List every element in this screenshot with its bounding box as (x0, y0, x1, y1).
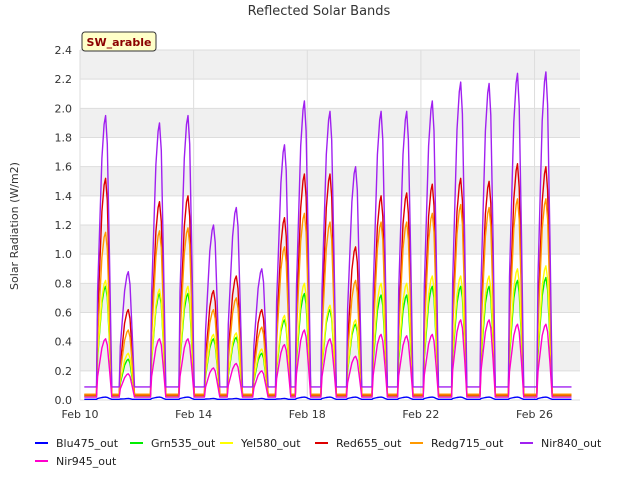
legend-label: Grn535_out (151, 437, 216, 450)
legend-label: Red655_out (336, 437, 402, 450)
x-tick-label: Feb 10 (62, 408, 99, 421)
y-tick-label: 1.4 (55, 190, 73, 203)
series-layer (84, 71, 572, 400)
y-tick-label: 0.0 (55, 394, 73, 407)
x-tick-label: Feb 18 (289, 408, 326, 421)
series-line-Nir945_out (84, 319, 572, 398)
series-line-Yel580_out (84, 265, 572, 397)
y-tick-label: 1.8 (55, 132, 73, 145)
y-tick-label: 1.6 (55, 161, 73, 174)
y-tick-label: 2.2 (55, 73, 73, 86)
y-tick-label: 1.0 (55, 248, 73, 261)
y-axis-label: Solar Radiation (W/m2) (8, 162, 21, 290)
y-tick-label: 1.2 (55, 219, 73, 232)
legend-label: Nir945_out (56, 455, 117, 468)
station-badge-box (81, 31, 157, 52)
y-tick-label: 0.2 (55, 365, 73, 378)
y-tick-label: 2.4 (55, 44, 73, 57)
x-tick-label: Feb 14 (175, 408, 212, 421)
legend-label: Nir840_out (541, 437, 602, 450)
series-line-Nir840_out (84, 71, 572, 388)
station-badge: SW_arable (81, 31, 157, 52)
y-axis-ticks: 0.0 0.2 0.4 0.6 0.8 1.0 1.2 1.4 1.6 1.8 2.0 2.2 2.4 (55, 44, 73, 407)
x-tick-label: Feb 22 (402, 408, 439, 421)
legend-label: Yel580_out (240, 437, 301, 450)
chart-title: Reflected Solar Bands (248, 4, 391, 19)
station-badge-label: SW_arable (87, 36, 152, 49)
y-tick-label: 0.6 (55, 307, 73, 320)
y-tick-label: 0.4 (55, 336, 73, 349)
series-line-Redg715_out (84, 198, 572, 395)
x-tick-label: Feb 26 (516, 408, 553, 421)
y-tick-label: 2.0 (55, 102, 73, 115)
legend: Blu475_out Grn535_out Yel580_out Red655_out… (35, 437, 602, 468)
x-axis-ticks: Feb 10 Feb 14 Feb 18 Feb 22 Feb 26 (62, 408, 554, 421)
series-line-Blu475_out (84, 396, 572, 400)
legend-label: Blu475_out (56, 437, 119, 450)
grid-band (80, 50, 580, 80)
y-tick-label: 0.8 (55, 277, 73, 290)
legend-label: Redg715_out (431, 437, 504, 450)
